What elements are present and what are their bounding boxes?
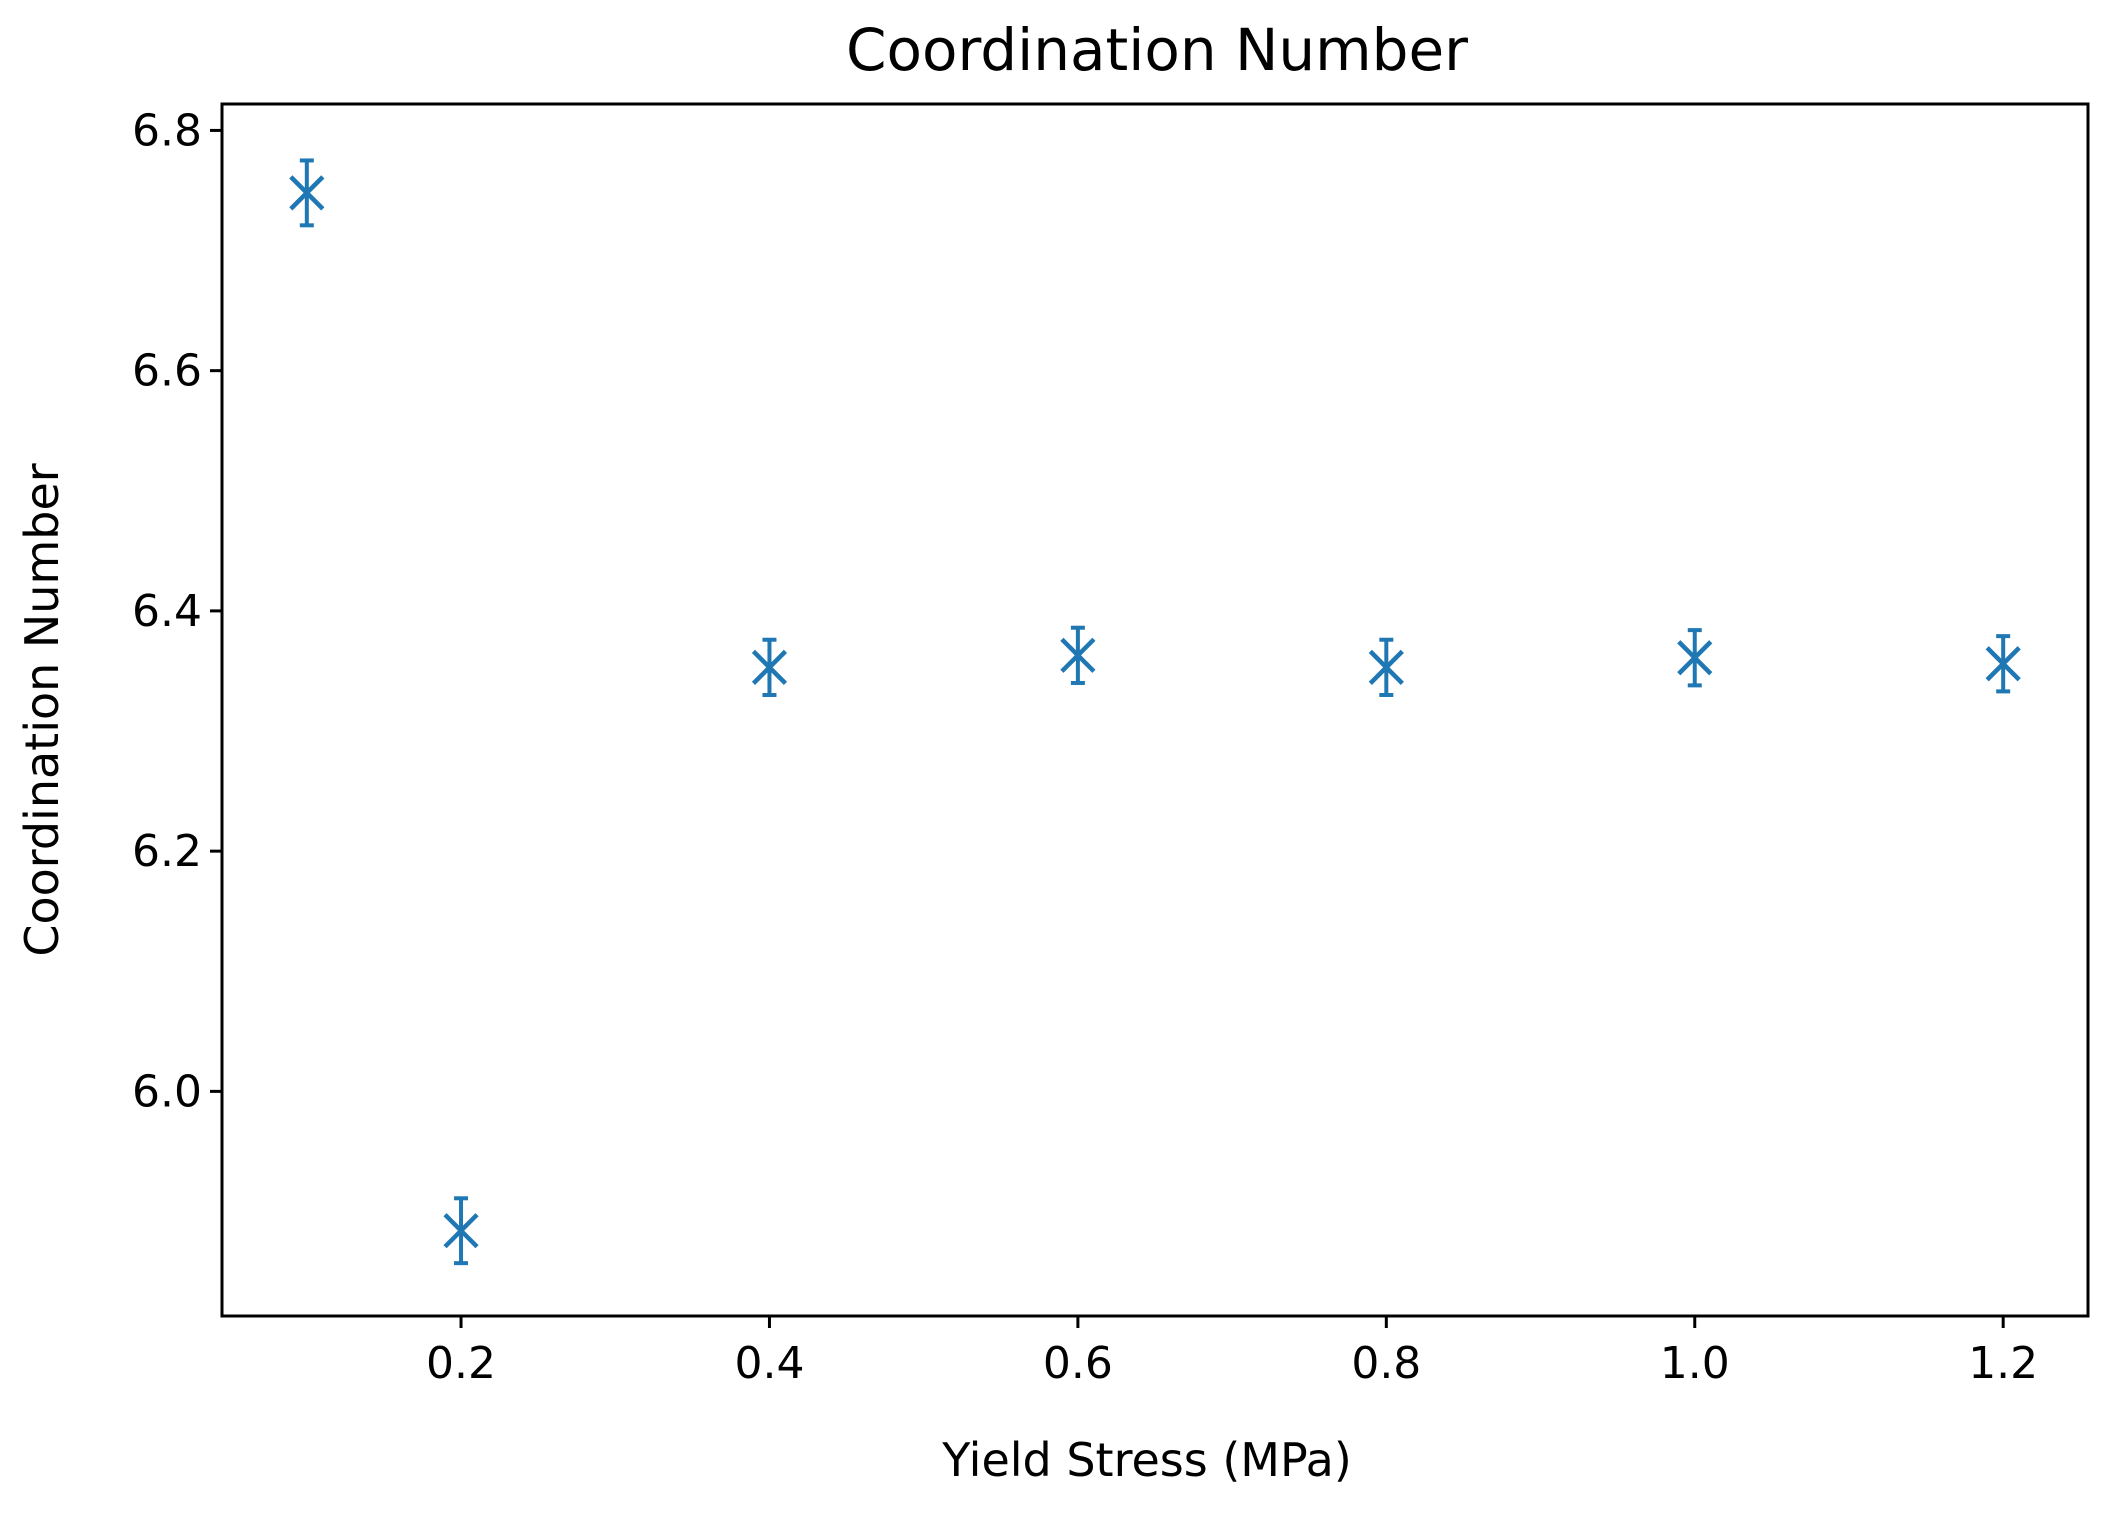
- y-tick-label: 6.4: [132, 586, 202, 637]
- data-point: [1368, 649, 1404, 685]
- x-tick-label: 0.6: [1043, 1338, 1113, 1389]
- y-axis-title: Coordination Number: [15, 463, 69, 956]
- data-point: [443, 1213, 479, 1249]
- x-axis-title: Yield Stress (MPa): [941, 1433, 1352, 1487]
- x-tick-label: 0.2: [426, 1338, 496, 1389]
- x-tick-label: 1.2: [1968, 1338, 2038, 1389]
- chart-title: Coordination Number: [846, 16, 1468, 84]
- plot-area: 0.2 0.4 0.6 0.8 1.0 1.2 6.0 6.2 6.4 6.6 6.8: [132, 105, 2038, 1389]
- data-point: [1060, 637, 1096, 673]
- y-tick-label: 6.0: [132, 1066, 202, 1117]
- x-tick-label: 0.8: [1351, 1338, 1421, 1389]
- axes-frame: [220, 102, 2090, 1318]
- x-tick-label: 0.4: [734, 1338, 804, 1389]
- y-tick-label: 6.2: [132, 826, 202, 877]
- x-tick-label: 1.0: [1660, 1338, 1730, 1389]
- data-point: [1677, 640, 1713, 676]
- data-point: [1985, 646, 2021, 682]
- data-point: [751, 649, 788, 685]
- data-point: [289, 175, 325, 211]
- y-tick-label: 6.8: [132, 105, 202, 156]
- y-tick-label: 6.6: [132, 346, 202, 397]
